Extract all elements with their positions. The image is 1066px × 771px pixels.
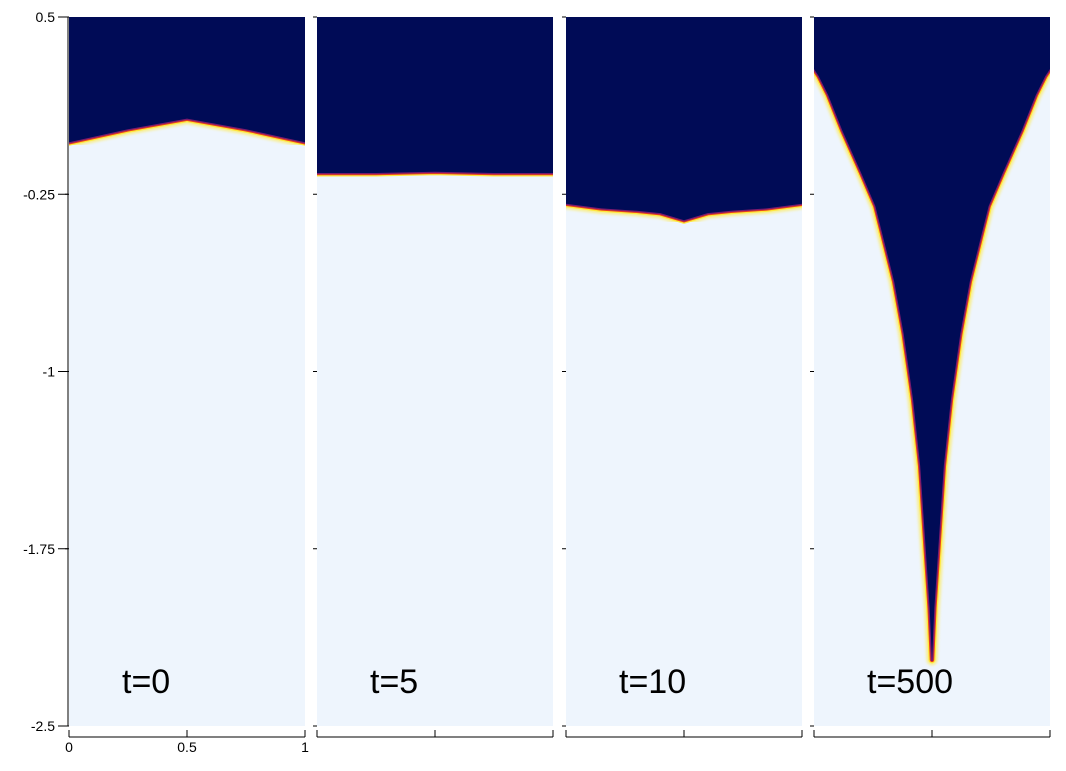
panel-2: t=5 (313, 16, 553, 727)
upper-fluid-region (69, 17, 305, 143)
upper-fluid-region (814, 17, 1050, 660)
panel-4: t=500 (810, 16, 1050, 727)
y-tick-label: -2.5 (31, 718, 55, 734)
upper-fluid-region (317, 17, 553, 173)
panel-time-label: t=10 (619, 663, 686, 701)
panel-time-label: t=5 (370, 663, 418, 701)
x-tick-label: 0 (65, 739, 73, 755)
x-tick-label: 0.5 (177, 739, 197, 755)
y-tick-label: -0.25 (23, 186, 55, 202)
x-tick-label: 1 (301, 739, 309, 755)
x-axis: 0 0.5 1 (65, 730, 1051, 755)
y-tick-label: -1 (43, 364, 56, 380)
panels-layer: t=0 t=5 t=10 t=500 (65, 16, 1050, 727)
y-tick-label: 0.5 (36, 9, 56, 25)
upper-fluid-region (566, 17, 802, 221)
panel-1: t=0 (65, 16, 305, 727)
y-tick-label: -1.75 (23, 541, 55, 557)
panel-3: t=10 (562, 16, 802, 727)
panel-time-label: t=0 (122, 663, 170, 701)
panel-time-label: t=500 (867, 663, 953, 701)
y-axis: 0.5 -0.25 -1 -1.75 -2.5 (23, 9, 69, 734)
